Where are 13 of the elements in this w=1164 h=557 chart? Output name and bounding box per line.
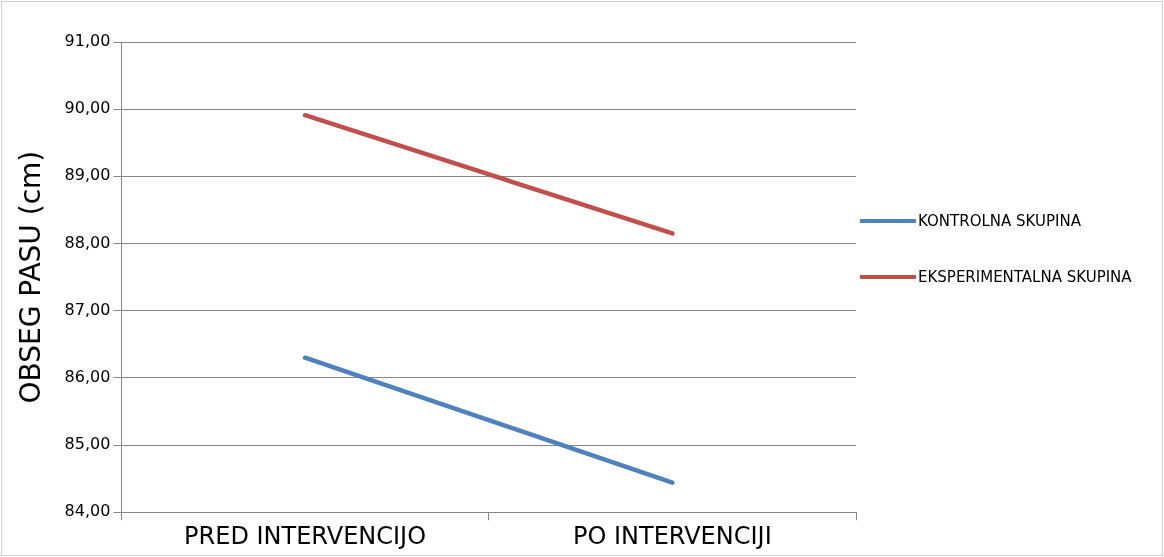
y-tick-label: 90,00 [64, 98, 111, 118]
x-tick-label: PRED INTERVENCIJO [184, 521, 427, 550]
y-tick-label: 86,00 [64, 367, 111, 387]
y-tick-label: 85,00 [64, 434, 111, 454]
y-tick-label: 91,00 [64, 31, 111, 51]
y-tick-label: 84,00 [64, 501, 111, 521]
x-tick-label: PO INTERVENCIJI [572, 521, 772, 550]
legend-label: KONTROLNA SKUPINA [918, 212, 1081, 230]
legend-label: EKSPERIMENTALNA SKUPINA [918, 268, 1132, 286]
y-tick-label: 88,00 [64, 232, 111, 252]
y-tick-label: 89,00 [64, 165, 111, 185]
y-axis-title: OBSEG PASU (cm) [14, 150, 48, 404]
y-tick-label: 87,00 [64, 299, 111, 319]
